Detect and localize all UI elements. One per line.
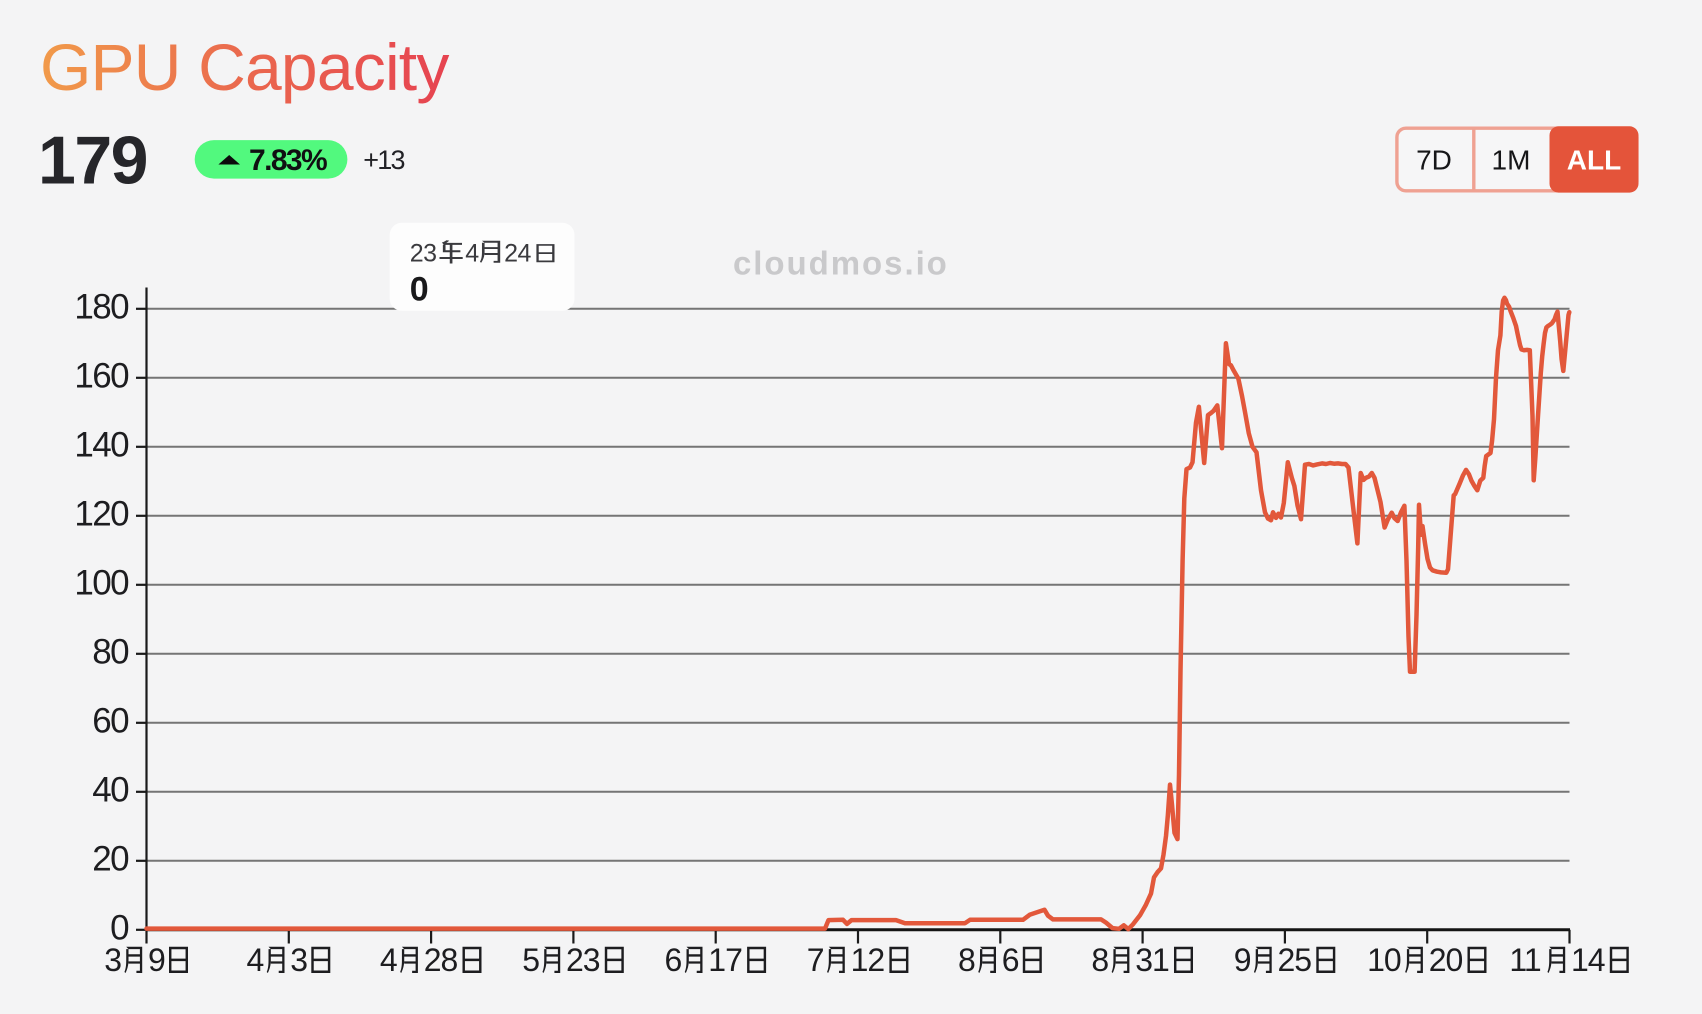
svg-text:14: 14 — [1571, 942, 1605, 978]
svg-text:0: 0 — [110, 909, 129, 948]
svg-text:8: 8 — [958, 942, 975, 978]
svg-text:11: 11 — [1509, 942, 1540, 978]
svg-text:+13: +13 — [363, 145, 404, 175]
svg-text:ALL: ALL — [1567, 145, 1621, 176]
svg-text:1M: 1M — [1492, 144, 1531, 175]
svg-text:160: 160 — [74, 357, 129, 396]
svg-text:5: 5 — [522, 942, 539, 978]
svg-text:20: 20 — [92, 840, 129, 879]
svg-text:140: 140 — [74, 426, 129, 465]
svg-text:GPU Capacity: GPU Capacity — [40, 30, 449, 104]
svg-text:7.83%: 7.83% — [249, 144, 327, 177]
svg-text:6: 6 — [665, 942, 682, 978]
svg-text:80: 80 — [92, 633, 129, 672]
svg-text:3: 3 — [290, 942, 307, 978]
svg-text:9: 9 — [148, 942, 165, 978]
svg-text:60: 60 — [92, 702, 129, 741]
svg-text:4: 4 — [380, 942, 397, 978]
svg-text:28: 28 — [424, 942, 458, 978]
svg-text:31: 31 — [1135, 942, 1169, 978]
svg-text:180: 180 — [74, 288, 129, 327]
svg-text:20: 20 — [1429, 942, 1463, 978]
svg-text:25: 25 — [1278, 942, 1312, 978]
svg-text:17: 17 — [708, 942, 742, 978]
svg-text:23: 23 — [410, 240, 437, 268]
svg-text:7: 7 — [807, 942, 824, 978]
svg-text:24: 24 — [504, 240, 531, 268]
svg-text:7D: 7D — [1416, 144, 1452, 175]
svg-text:3: 3 — [104, 942, 121, 978]
svg-text:cloudmos.io: cloudmos.io — [733, 245, 949, 282]
svg-text:4: 4 — [247, 942, 264, 978]
svg-text:12: 12 — [851, 942, 885, 978]
svg-text:9: 9 — [1234, 942, 1251, 978]
svg-text:40: 40 — [92, 771, 129, 810]
svg-text:120: 120 — [74, 495, 129, 534]
svg-text:23: 23 — [566, 942, 600, 978]
svg-text:100: 100 — [74, 564, 129, 603]
svg-text:8: 8 — [1091, 942, 1108, 978]
svg-text:179: 179 — [38, 122, 147, 198]
svg-text:0: 0 — [410, 270, 429, 308]
svg-text:6: 6 — [1002, 942, 1019, 978]
svg-text:10: 10 — [1367, 942, 1401, 978]
svg-text:4: 4 — [465, 240, 479, 268]
